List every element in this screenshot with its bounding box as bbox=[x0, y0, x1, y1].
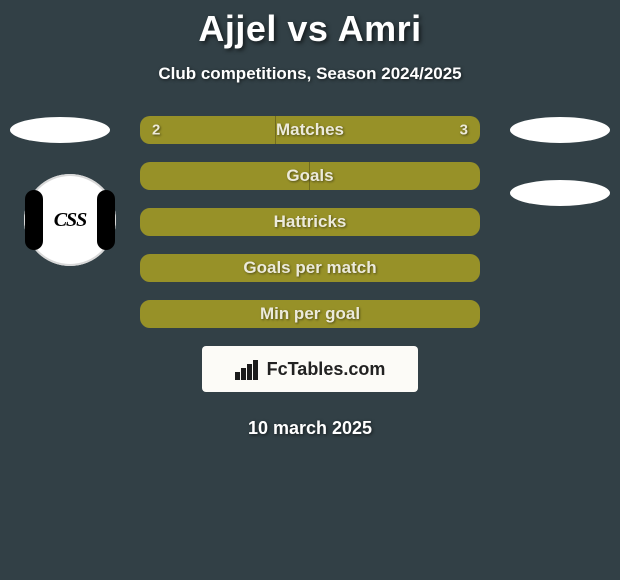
date-label: 10 march 2025 bbox=[0, 418, 620, 439]
stat-label-mpg: Min per goal bbox=[140, 304, 480, 324]
stat-bar-mpg: Min per goal bbox=[140, 300, 480, 328]
stat-right-value-matches: 3 bbox=[460, 122, 468, 139]
stat-label-goals: Goals bbox=[140, 166, 480, 186]
player-b-name: Amri bbox=[338, 8, 422, 49]
club-badge-right-placeholder bbox=[510, 180, 610, 206]
stat-bar-matches: Matches bbox=[140, 116, 480, 144]
stat-left-value-matches: 2 bbox=[152, 122, 160, 139]
club-badge-stripe-left bbox=[25, 190, 43, 250]
stat-bar-goals: Goals bbox=[140, 162, 480, 190]
player-a-name: Ajjel bbox=[198, 8, 277, 49]
brand-text: FcTables.com bbox=[267, 346, 386, 392]
brand-bars-icon bbox=[235, 358, 261, 380]
stat-label-hattricks: Hattricks bbox=[140, 212, 480, 232]
stat-row-matches: Matches2 3 bbox=[0, 116, 620, 144]
versus-label: vs bbox=[287, 8, 328, 49]
stat-bar-hattricks: Hattricks bbox=[140, 208, 480, 236]
stat-label-gpm: Goals per match bbox=[140, 258, 480, 278]
avatar-left-placeholder bbox=[10, 117, 110, 143]
stat-bar-gpm: Goals per match bbox=[140, 254, 480, 282]
avatar-right-placeholder bbox=[510, 117, 610, 143]
stat-row-mpg: Min per goal bbox=[0, 300, 620, 328]
club-badge-stripe-right bbox=[97, 190, 115, 250]
page-title: Ajjel vs Amri bbox=[0, 8, 620, 50]
brand-badge: FcTables.com bbox=[202, 346, 418, 392]
club-badge-left: CSS bbox=[24, 174, 116, 266]
club-badge-text: CSS bbox=[54, 209, 87, 232]
subtitle: Club competitions, Season 2024/2025 bbox=[0, 64, 620, 84]
stat-label-matches: Matches bbox=[140, 120, 480, 140]
